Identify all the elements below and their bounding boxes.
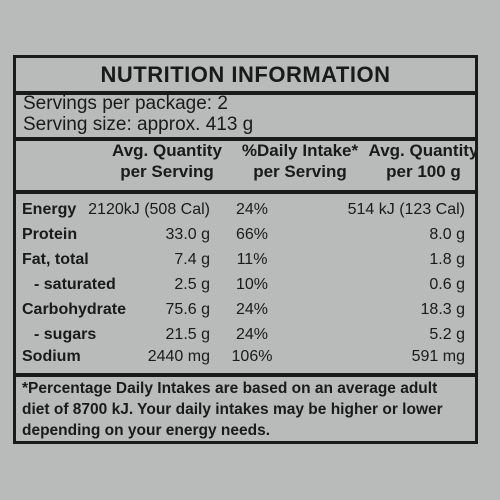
nutrient-row-sugars: - sugars 21.5 g 24% 5.2 g [16,326,475,351]
per-100g-value: 1.8 g [429,251,465,268]
serving-size: Serving size: approx. 413 g [23,114,254,135]
footnote-line: depending on your energy needs. [22,422,271,439]
nutrient-label: Sodium [22,348,81,365]
nutrient-label: Carbohydrate [22,301,127,318]
daily-intake-value: 106% [231,348,273,365]
per-100g-value: 514 kJ (123 Cal) [347,201,465,218]
nutrient-label: Fat, total [22,251,89,268]
nutrient-row-sodium: Sodium 2440 mg 106% 591 mg [16,348,475,373]
column-header-per-serving: Avg. Quantity per Serving [112,141,222,181]
nutrient-label: - sugars [34,326,97,343]
per-serving-value: 21.5 g [165,326,210,343]
divider [16,137,475,141]
per-serving-value: 2120kJ (508 Cal) [88,201,210,218]
per-serving-value: 75.6 g [165,301,210,318]
per-serving-value: 7.4 g [174,251,210,268]
nutrient-row-fat: Fat, total 7.4 g 11% 1.8 g [16,251,475,276]
servings-per-package: Servings per package: 2 [23,93,228,114]
column-header-per-100g: Avg. Quantity per 100 g [368,141,479,181]
nutrient-row-protein: Protein 33.0 g 66% 8.0 g [16,226,475,251]
column-header-daily-intake: %Daily Intake* per Serving [241,141,359,181]
per-serving-value: 33.0 g [165,226,210,243]
per-100g-value: 8.0 g [429,226,465,243]
nutrient-row-carbohydrate: Carbohydrate 75.6 g 24% 18.3 g [16,301,475,326]
per-100g-value: 5.2 g [429,326,465,343]
per-100g-value: 0.6 g [429,276,465,293]
per-serving-value: 2.5 g [174,276,210,293]
nutrition-panel: NUTRITION INFORMATION Servings per packa… [13,55,478,444]
footnote: *Percentage Daily Intakes are based on a… [22,378,469,441]
daily-intake-value: 24% [235,201,269,218]
per-serving-value: 2440 mg [147,348,210,365]
daily-intake-value: 11% [236,251,268,268]
panel-title: NUTRITION INFORMATION [100,62,391,87]
nutrient-row-energy: Energy 2120kJ (508 Cal) 24% 514 kJ (123 … [16,201,475,226]
nutrient-label: Energy [22,201,77,218]
daily-intake-value: 10% [235,276,269,293]
daily-intake-value: 24% [235,301,269,318]
nutrient-label: Protein [22,226,78,243]
divider [16,190,475,194]
divider [16,91,475,95]
nutrient-row-saturated: - saturated 2.5 g 10% 0.6 g [16,276,475,301]
nutrient-label: - saturated [34,276,116,293]
daily-intake-value: 66% [235,226,269,243]
daily-intake-value: 24% [235,326,269,343]
per-100g-value: 591 mg [411,348,465,365]
per-100g-value: 18.3 g [420,301,465,318]
footnote-line: diet of 8700 kJ. Your daily intakes may … [22,401,443,418]
footnote-line: *Percentage Daily Intakes are based on a… [22,380,438,397]
divider [16,373,475,377]
